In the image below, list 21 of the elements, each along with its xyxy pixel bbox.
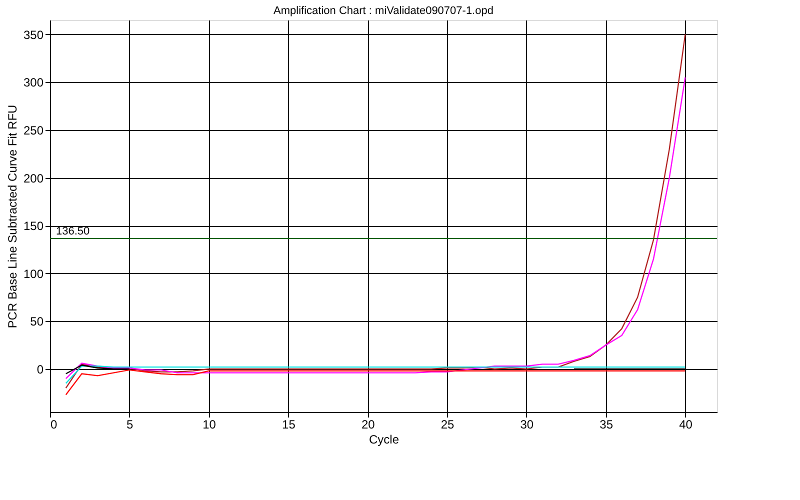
x-tick-label: 0 — [50, 418, 58, 432]
y-tick-label: 50 — [30, 314, 44, 329]
y-tick-label: 350 — [23, 28, 44, 42]
x-axis-title: Cycle — [368, 432, 400, 446]
y-tick-label: 150 — [23, 219, 44, 234]
x-tick-label: 20 — [361, 418, 376, 432]
ref-line-label: 136.50 — [56, 225, 90, 238]
y-tick-label: 250 — [23, 123, 44, 138]
y-axis-title: PCR Base Line Subtracted Curve Fit RFU — [5, 104, 20, 328]
y-tick-label: 100 — [23, 266, 44, 281]
x-tick-label: 15 — [282, 418, 296, 432]
x-tick-label: 30 — [520, 418, 534, 432]
chart-title: Amplification Chart : miValidate090707-1.opd — [274, 5, 494, 17]
y-tick-label: 0 — [36, 362, 44, 376]
y-tick-label: 300 — [23, 76, 44, 90]
x-tick-label: 40 — [679, 418, 693, 432]
x-tick-label: 25 — [440, 418, 455, 432]
x-tick-label: 5 — [126, 418, 134, 432]
x-tick-label: 10 — [202, 418, 216, 432]
y-tick-label: 200 — [23, 171, 44, 186]
x-tick-label: 35 — [600, 418, 614, 432]
